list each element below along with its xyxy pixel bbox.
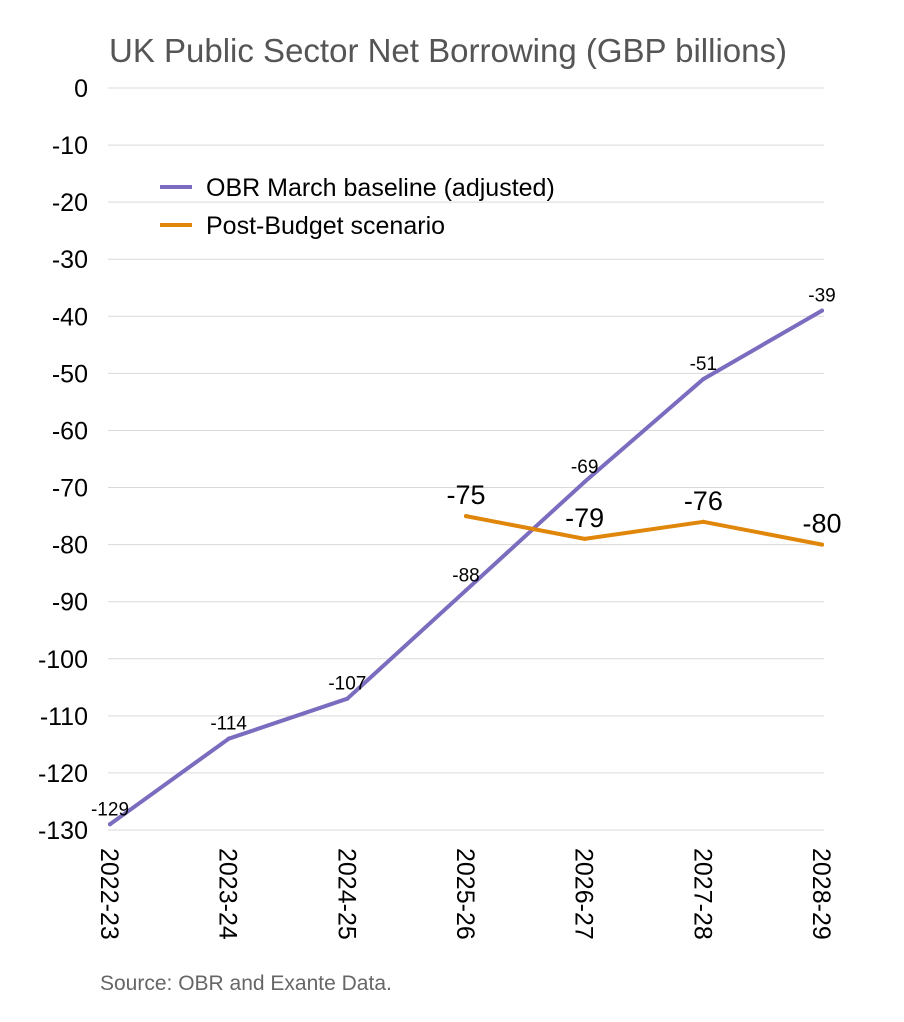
- data-label: -76: [684, 486, 723, 516]
- data-label: -88: [452, 565, 479, 586]
- data-label: -80: [802, 509, 841, 539]
- x-axis: 2022-23 2023-24 2024-25 2025-26 2026-27 2027-…: [95, 848, 835, 940]
- data-point: [820, 542, 824, 547]
- data-label: -75: [446, 480, 485, 510]
- y-tick-label: -30: [52, 246, 88, 274]
- data-point: [345, 696, 350, 701]
- y-tick-label: -50: [52, 360, 88, 388]
- y-tick-label: -120: [38, 760, 88, 788]
- data-point: [464, 514, 468, 519]
- data-point: [701, 519, 706, 524]
- x-tick-label: 2022-23: [95, 848, 123, 940]
- x-tick-label: 2028-29: [807, 848, 835, 940]
- data-label: -51: [690, 354, 717, 375]
- gridlines: [108, 87, 824, 831]
- y-tick-label: -90: [52, 589, 88, 617]
- data-point: [582, 536, 587, 541]
- legend: OBR March baseline (adjusted) Post-Budget…: [160, 174, 555, 240]
- source-note: Source: OBR and Exante Data.: [100, 972, 392, 995]
- x-tick-label: 2025-26: [451, 848, 479, 940]
- data-point: [464, 588, 468, 593]
- data-labels: -129 -114 -107 -88 -69 -51 -39 -75 -79 -76 -80: [91, 286, 842, 821]
- data-label: -107: [328, 674, 366, 695]
- series-lines: [108, 308, 824, 827]
- legend-label: OBR March baseline (adjusted): [206, 174, 555, 202]
- y-tick-label: -100: [38, 646, 88, 674]
- legend-label: Post-Budget scenario: [206, 212, 445, 240]
- y-tick-label: -40: [52, 303, 88, 331]
- data-label: -129: [91, 799, 129, 820]
- y-tick-label: 0: [74, 75, 88, 103]
- data-point: [108, 822, 112, 827]
- y-tick-label: -10: [52, 132, 88, 160]
- data-label: -114: [210, 714, 247, 735]
- series-line-1: [464, 514, 824, 547]
- x-tick-label: 2024-25: [332, 848, 360, 940]
- x-tick-label: 2026-27: [570, 848, 598, 940]
- data-label: -79: [565, 503, 604, 533]
- data-point: [701, 377, 706, 382]
- y-tick-label: -70: [52, 475, 88, 503]
- data-label: -69: [571, 457, 598, 478]
- y-axis: 0 -10 -20 -30 -40 -50 -60 -70 -80 -90 -100 -110 -120…: [38, 75, 88, 845]
- data-point: [820, 308, 824, 313]
- data-point: [582, 479, 587, 484]
- y-tick-label: -20: [52, 189, 88, 217]
- y-tick-label: -110: [40, 703, 88, 731]
- y-tick-label: -130: [38, 817, 88, 845]
- chart-title: UK Public Sector Net Borrowing (GBP bill…: [109, 32, 787, 69]
- data-label: -39: [808, 286, 835, 307]
- x-tick-label: 2027-28: [688, 848, 716, 940]
- y-tick-label: -80: [52, 532, 88, 560]
- y-tick-label: -60: [52, 417, 88, 445]
- data-point: [226, 736, 231, 741]
- x-tick-label: 2023-24: [214, 848, 242, 940]
